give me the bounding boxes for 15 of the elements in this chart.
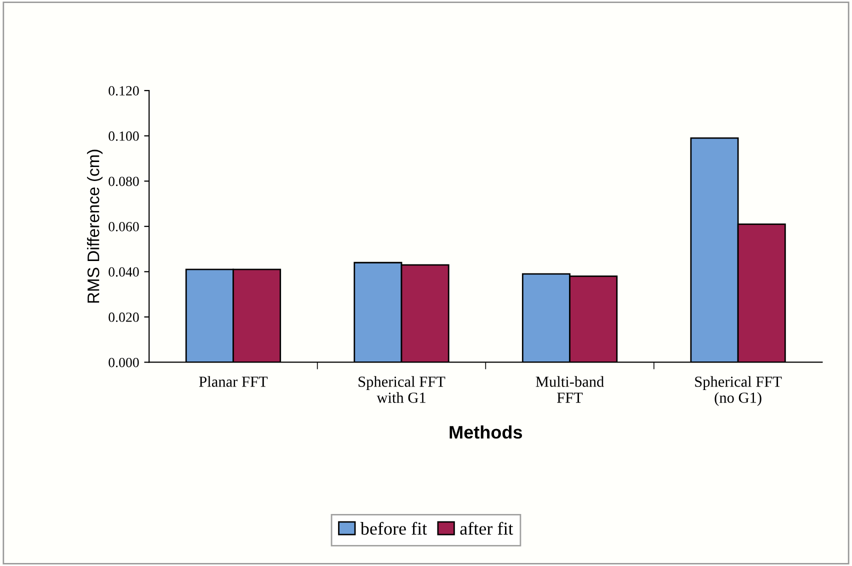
y-axis-title: RMS Difference (cm) (87, 150, 103, 303)
y-tick-label: 0.000 (108, 358, 139, 368)
x-axis-title: Methods (450, 425, 522, 439)
y-tick-label: 0.100 (108, 131, 139, 141)
x-tick-label: Spherical FFT (no G1) (695, 376, 782, 406)
y-tick-label: 0.120 (108, 86, 139, 96)
legend-label: after fit (460, 522, 514, 535)
y-tick-label: 0.080 (108, 176, 139, 186)
y-tick-label: 0.040 (108, 267, 139, 277)
y-tick-label: 0.020 (108, 312, 139, 322)
x-tick-label: Multi-band FFT (536, 376, 604, 403)
x-tick-label: Spherical FFT with G1 (358, 376, 446, 403)
x-tick-label: Planar FFT (199, 376, 268, 387)
legend-label: before fit (360, 522, 427, 535)
y-tick-label: 0.060 (108, 222, 139, 232)
